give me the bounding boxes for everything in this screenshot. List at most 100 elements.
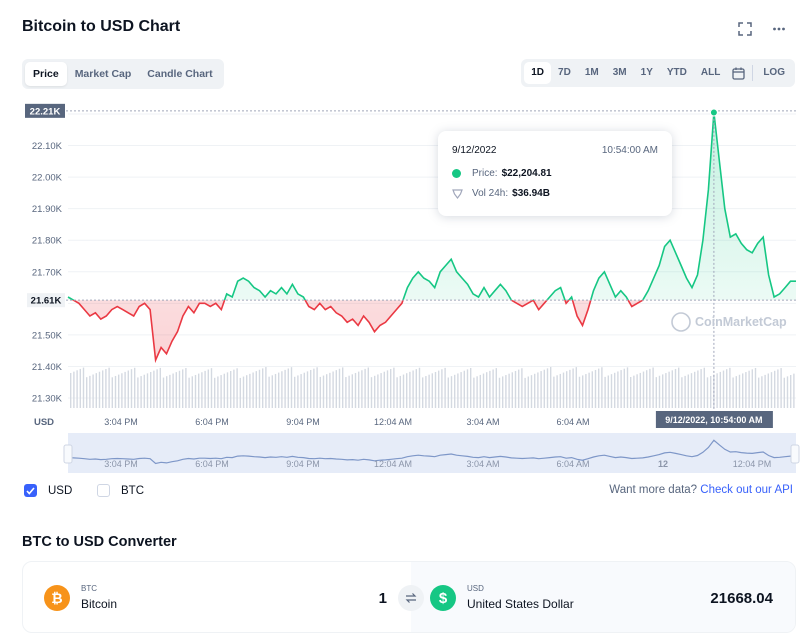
volume-bar [188,377,190,408]
max-label-bg [25,103,65,118]
volume-bar [623,368,625,408]
watermark: CoinMarketCap [695,315,787,329]
tab-price[interactable]: Price [25,62,67,86]
volume-bar [668,371,670,408]
log-scale-toggle[interactable]: LOG [763,67,785,78]
volume-bar [626,367,629,408]
volume-bar [751,369,753,408]
volume-bar [745,372,747,408]
range-1d[interactable]: 1D [524,62,552,84]
to-amount-input[interactable]: 21668.04 [710,590,773,607]
volume-bar [303,372,305,408]
volume-bar [201,372,203,408]
fullscreen-icon[interactable] [736,22,754,40]
y-tick-label: 21.90K [32,204,63,215]
volume-bar [703,367,705,408]
volume-bar [578,376,581,408]
api-link[interactable]: Check out our API [700,484,793,496]
range-3m[interactable]: 3M [612,67,627,78]
converter-target [411,562,795,632]
legend-btc[interactable]: BTC [97,484,144,497]
svg-text:$: $ [439,590,448,607]
volume-bar [242,376,245,408]
range-ytd[interactable]: YTD [666,67,687,78]
range-1m[interactable]: 1M [584,67,599,78]
volume-bar [697,370,699,408]
x-tick-label: 12:04 AM [374,417,412,427]
price-dot-icon [452,169,461,178]
volume-bar [761,376,763,408]
volume-bar [495,368,497,408]
volume-bar [681,377,683,408]
volume-bar [562,372,565,408]
y-tick-label: 22.10K [32,141,63,152]
volume-bar [658,375,661,408]
calendar-icon[interactable] [727,62,749,84]
volume-bar [297,375,299,408]
tooltip-date: 9/12/2022 [452,145,497,156]
volume-bar [127,370,129,408]
volume-bar [604,376,606,408]
legend-usd[interactable]: USD [24,484,72,497]
volume-bar [409,371,411,408]
volume-bar [162,377,165,408]
y-tick-label: 21.30K [32,394,63,405]
volume-bar [316,367,318,408]
btc-checkbox[interactable] [97,484,110,497]
usd-legend-label: USD [48,484,73,497]
volume-bar [572,368,574,408]
volume-bar [86,377,88,408]
volume-bar [108,367,110,408]
volume-bar [610,374,613,408]
volume-bar [607,375,609,408]
volume-bar [124,371,126,408]
volume-bar [233,369,235,408]
price-line-up [67,112,796,301]
coinmarketcap-logo-icon [671,312,691,332]
volume-bar [566,371,568,408]
volume-bar [284,369,286,408]
volume-bar [239,377,241,408]
volume-bar [514,370,517,408]
volume-bar [342,367,344,408]
navigator-handle-right[interactable] [790,444,800,464]
tab-market-cap[interactable]: Market Cap [74,68,132,80]
volume-bar [722,370,725,408]
volume-bar [447,377,449,408]
volume-bar [191,376,193,408]
price-chart[interactable]: 21.30K21.40K21.50K21.60K21.70K21.80K21.9… [0,98,810,480]
tab-candle-chart[interactable]: Candle Chart [147,68,213,80]
volume-bar [73,371,75,408]
navigator-bg[interactable] [68,433,796,473]
baseline-label-bg [27,293,65,308]
price-area-up [68,112,796,301]
volume-bar [345,377,347,408]
volume-bar [780,368,782,408]
volume-bar [732,377,734,408]
volume-bar [482,373,485,408]
volume-bar [380,373,382,408]
volume-bar [534,373,536,408]
navigator-handle-left[interactable] [63,444,73,464]
volume-bar [463,370,465,408]
volume-bar [364,368,366,408]
volume-bar [582,375,584,408]
volume-bar [383,371,385,408]
from-amount-input[interactable]: 1 [378,590,387,607]
more-options-icon[interactable] [770,22,788,40]
volume-bar [76,370,78,408]
range-1y[interactable]: 1Y [640,67,653,78]
volume-bar [537,372,539,408]
navigator-tick-label: 6:04 PM [195,459,229,469]
swap-icon[interactable] [398,585,424,611]
volume-bar [399,375,401,408]
y-tick-label: 21.70K [32,267,63,278]
svg-text:₿: ₿ [51,591,62,607]
volume-bar [642,371,645,408]
volume-bar [428,374,430,408]
volume-bar [793,373,795,408]
volume-bar [425,376,427,408]
range-7d[interactable]: 7D [558,67,571,78]
range-all[interactable]: ALL [700,67,721,78]
usd-checkbox[interactable] [24,484,37,497]
